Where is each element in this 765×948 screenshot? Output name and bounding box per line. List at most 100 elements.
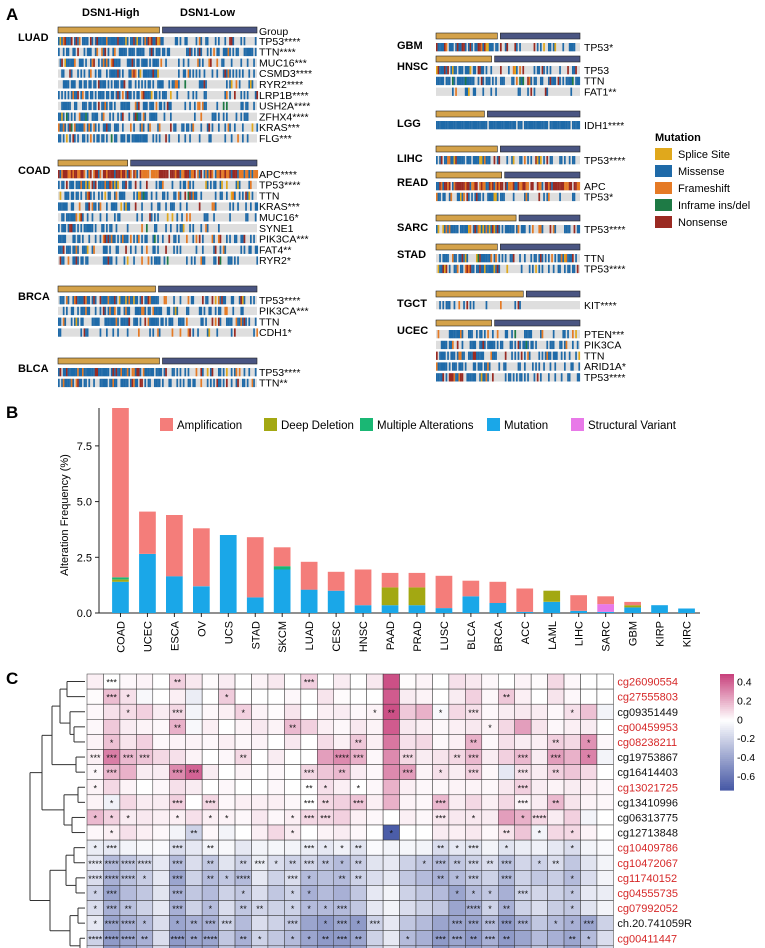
heat-cell-cg08238211-tgct bbox=[514, 734, 532, 750]
header-dsn1-high: DSN1-High bbox=[82, 7, 140, 19]
heat-significance: *** bbox=[304, 798, 315, 808]
heat-significance: *** bbox=[304, 844, 315, 854]
heat-cell-cg16414403-ucec bbox=[563, 764, 581, 780]
heat-cell-cg12601032-paad bbox=[399, 945, 417, 948]
group-bar-low bbox=[158, 285, 258, 293]
heat-cell-cg26090554-prad bbox=[432, 673, 450, 690]
heat-cell-ch-20-741059r-lgg bbox=[300, 915, 318, 931]
gene-label: TTN bbox=[584, 350, 604, 362]
heat-significance: *** bbox=[222, 919, 233, 929]
heat-cell-cg12713848-coad bbox=[169, 824, 186, 841]
bar-x-tick-label: COAD bbox=[115, 621, 127, 653]
heat-cell-cg09351449-read bbox=[448, 703, 466, 720]
heat-significance: *** bbox=[123, 753, 134, 763]
heat-cell-cg27555803-esca bbox=[201, 688, 219, 705]
heat-significance: * bbox=[357, 783, 361, 793]
heat-cell-cg09351449-lihc bbox=[317, 703, 334, 720]
gene-label: MUC16*** bbox=[259, 57, 307, 69]
heat-significance: * bbox=[455, 874, 459, 884]
heat-cell-cg12713848-cesc bbox=[136, 824, 154, 841]
heat-cell-ch-20-741059r-chol bbox=[152, 915, 170, 931]
gene-label: TP53**** bbox=[259, 36, 300, 48]
heat-significance: ** bbox=[388, 708, 396, 718]
heat-cell-cg26090554-gbm bbox=[218, 673, 236, 690]
heat-cell-cg13021725-kich bbox=[251, 779, 269, 796]
heat-cell-cg11740152-skcm bbox=[481, 870, 499, 886]
bar-hnsc-amplification bbox=[354, 569, 372, 606]
heat-significance: * bbox=[571, 829, 575, 839]
heat-cell-cg06313775-cesc bbox=[136, 809, 154, 826]
heat-significance: * bbox=[93, 919, 97, 929]
heat-significance: **** bbox=[170, 934, 185, 944]
heat-cell-cg07992052-meso bbox=[366, 900, 384, 916]
heat-cell-cg11740152-thym bbox=[547, 870, 565, 886]
heat-cell-cg13021725-chol bbox=[152, 779, 170, 796]
heat-significance: **** bbox=[121, 859, 136, 869]
heat-significance: * bbox=[274, 859, 278, 869]
bar-prad-mutation bbox=[408, 605, 426, 613]
heat-cell-cg08238211-thca bbox=[530, 734, 548, 750]
heat-significance: *** bbox=[172, 889, 183, 899]
bar-skcm-mutation bbox=[273, 569, 291, 613]
mutation-track-ryr2- bbox=[58, 80, 257, 89]
heat-significance: * bbox=[324, 844, 328, 854]
heat-cell-cg09351449-kirp bbox=[284, 703, 302, 720]
heat-significance: ** bbox=[338, 768, 346, 778]
heat-cell-ch-20-741059r-prad bbox=[432, 915, 450, 931]
heat-cell-cg26090554-tgct bbox=[514, 673, 532, 690]
heat-cell-cg19753867-meso bbox=[366, 749, 384, 765]
heat-significance: ** bbox=[322, 798, 330, 808]
heat-cell-cg12713848-kirc bbox=[267, 824, 285, 841]
gene-label: CSMD3**** bbox=[259, 68, 312, 80]
heat-cell-cg12601032-gbm bbox=[218, 945, 236, 948]
heat-significance: * bbox=[143, 874, 147, 884]
heat-significance: * bbox=[340, 859, 344, 869]
bar-x-tick-label: OV bbox=[196, 620, 208, 637]
heat-cell-cg07992052-thca bbox=[530, 900, 548, 916]
group-bar-low bbox=[504, 171, 581, 179]
heat-cell-cg09351449-kirc bbox=[267, 703, 285, 720]
heat-significance: * bbox=[472, 889, 476, 899]
heat-significance: * bbox=[307, 904, 311, 914]
heat-cell-cg13410996-acc bbox=[86, 794, 104, 811]
bar-x-tick-label: UCS bbox=[223, 621, 235, 644]
heat-cell-cg19753867-pcpg bbox=[415, 749, 433, 765]
heat-significance: *** bbox=[172, 708, 183, 718]
heat-cell-cg13410996-kich bbox=[251, 794, 269, 811]
heat-row-label-cg13021725: cg13021725 bbox=[617, 782, 678, 794]
legend-item-splice-site: Splice Site bbox=[655, 148, 730, 161]
gene-label: KRAS*** bbox=[259, 122, 300, 134]
heat-significance: *** bbox=[435, 934, 446, 944]
oncoplot-blca: BLCA TP53****TTN** bbox=[18, 357, 300, 390]
heat-cell-cg11740152-ov bbox=[382, 870, 400, 886]
heat-cell-cg27555803-dlbc bbox=[185, 688, 203, 705]
heat-significance: *** bbox=[583, 919, 594, 929]
bar-esca-amplification bbox=[166, 515, 183, 577]
heat-cell-cg26090554-hnsc bbox=[234, 673, 252, 690]
heat-cell-cg12601032-brca bbox=[119, 945, 137, 948]
heat-cell-cg00459953-cesc bbox=[136, 719, 154, 735]
gene-label: TP53* bbox=[584, 42, 613, 54]
heat-significance: * bbox=[242, 708, 246, 718]
bar-legend: Amplification Deep Deletion Multiple Alter… bbox=[160, 418, 677, 432]
heat-cell-cg16414403-meso bbox=[366, 764, 384, 780]
heat-significance: ** bbox=[190, 934, 198, 944]
heat-cell-cg27555803-ucec bbox=[563, 688, 581, 705]
heat-cell-cg19753867-dlbc bbox=[185, 749, 203, 765]
mutation-track-pik3ca bbox=[436, 340, 580, 350]
bar-legend-swatch bbox=[160, 418, 173, 431]
mutation-track-tp53- bbox=[58, 37, 257, 46]
heat-cell-cg12713848-meso bbox=[366, 824, 384, 841]
heat-significance: * bbox=[291, 813, 295, 823]
heat-cell-cg26090554-pcpg bbox=[415, 673, 433, 690]
heat-cell-cg07992052-gbm bbox=[218, 900, 236, 916]
gene-label: ARID1A* bbox=[584, 361, 626, 373]
heat-cell-cg00411447-kirc bbox=[267, 930, 285, 947]
heat-cell-cg19753867-lihc bbox=[317, 749, 334, 765]
colorbar-tick-label: -0.2 bbox=[737, 733, 755, 745]
heat-significance: **** bbox=[88, 859, 103, 869]
heat-significance: * bbox=[291, 889, 295, 899]
heat-significance: *** bbox=[518, 919, 529, 929]
heat-cell-cg16414403-chol bbox=[152, 764, 170, 780]
heat-cell-cg12601032-ucec bbox=[563, 945, 581, 948]
